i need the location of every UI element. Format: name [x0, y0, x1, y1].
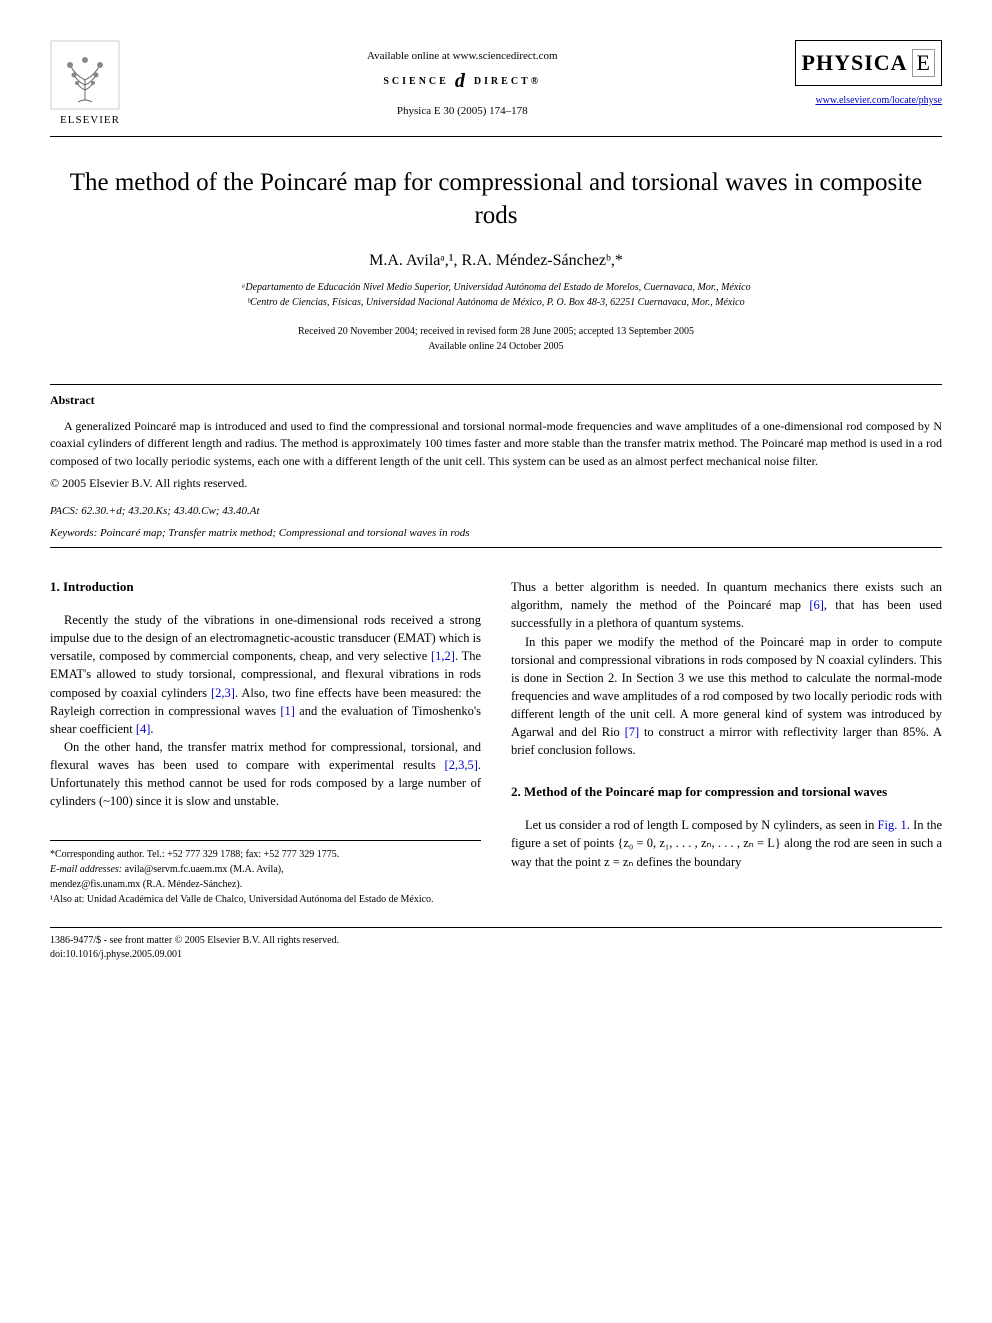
abstract-text: A generalized Poincaré map is introduced…	[50, 418, 942, 470]
copyright-text: © 2005 Elsevier B.V. All rights reserved…	[50, 476, 942, 491]
dates-received: Received 20 November 2004; received in r…	[50, 324, 942, 339]
abstract-top-divider	[50, 384, 942, 385]
email-addresses: E-mail addresses: avila@servm.fc.uaem.mx…	[50, 862, 481, 877]
elsevier-logo: ELSEVIER	[50, 40, 130, 126]
science-direct-icon: d	[455, 70, 468, 93]
ref-link-7[interactable]: [7]	[625, 725, 640, 739]
affiliation-a: ᵃDepartamento de Educación Nivel Medio S…	[50, 280, 942, 295]
section-2-paragraph-1: Let us consider a rod of length L compos…	[511, 816, 942, 870]
body-columns: 1. Introduction Recently the study of th…	[50, 578, 942, 907]
footnote-1: ¹Also at: Unidad Académica del Valle de …	[50, 892, 481, 907]
article-dates: Received 20 November 2004; received in r…	[50, 324, 942, 354]
abstract-bottom-divider	[50, 547, 942, 548]
intro-paragraph-3: In this paper we modify the method of th…	[511, 633, 942, 760]
footer-doi: doi:10.1016/j.physe.2005.09.001	[50, 948, 942, 962]
header-divider	[50, 136, 942, 137]
ref-link-1-2[interactable]: [1,2]	[431, 649, 455, 663]
ref-link-2-3[interactable]: [2,3]	[211, 686, 235, 700]
intro-paragraph-2: On the other hand, the transfer matrix m…	[50, 738, 481, 811]
section-1-heading: 1. Introduction	[50, 578, 481, 597]
physica-e-label: E	[912, 49, 935, 77]
footer-text: 1386-9477/$ - see front matter © 2005 El…	[50, 934, 942, 962]
science-label-left: SCIENCE	[383, 76, 448, 87]
elsevier-label: ELSEVIER	[50, 114, 130, 126]
email-2: mendez@fis.unam.mx (R.A. Méndez-Sánchez)…	[50, 877, 481, 892]
ref-link-1[interactable]: [1]	[280, 704, 295, 718]
pacs-codes: PACS: 62.30.+d; 43.20.Ks; 43.40.Cw; 43.4…	[50, 505, 942, 517]
physica-logo: PHYSICAE www.elsevier.com/locate/physe	[795, 40, 942, 108]
fig-link-1[interactable]: Fig. 1	[878, 818, 907, 832]
right-column: Thus a better algorithm is needed. In qu…	[511, 578, 942, 907]
ref-link-4[interactable]: [4]	[136, 722, 151, 736]
intro-continuation: Thus a better algorithm is needed. In qu…	[511, 578, 942, 632]
journal-reference: Physica E 30 (2005) 174–178	[130, 105, 795, 117]
footnotes: *Corresponding author. Tel.: +52 777 329…	[50, 840, 481, 907]
left-column: 1. Introduction Recently the study of th…	[50, 578, 481, 907]
intro-paragraph-1: Recently the study of the vibrations in …	[50, 611, 481, 738]
authors-list: M.A. Avilaᵃ,¹, R.A. Méndez-Sánchezᵇ,*	[50, 252, 942, 270]
abstract-heading: Abstract	[50, 393, 942, 408]
science-label-right: DIRECT®	[474, 76, 541, 87]
corresponding-author: *Corresponding author. Tel.: +52 777 329…	[50, 847, 481, 862]
elsevier-tree-icon	[50, 40, 120, 110]
journal-header: ELSEVIER Available online at www.science…	[50, 40, 942, 126]
physica-label: PHYSICA	[802, 50, 908, 75]
dates-online: Available online 24 October 2005	[50, 339, 942, 354]
ref-link-2-3-5[interactable]: [2,3,5]	[445, 758, 478, 772]
article-title: The method of the Poincaré map for compr…	[50, 167, 942, 232]
journal-url-link[interactable]: www.elsevier.com/locate/physe	[815, 95, 942, 106]
footer-copyright: 1386-9477/$ - see front matter © 2005 El…	[50, 934, 942, 948]
available-online-text: Available online at www.sciencedirect.co…	[130, 50, 795, 62]
keywords: Keywords: Poincaré map; Transfer matrix …	[50, 527, 942, 539]
science-direct-logo: SCIENCE d DIRECT®	[130, 70, 795, 93]
affiliation-b: ᵇCentro de Ciencias, Físicas, Universida…	[50, 295, 942, 310]
center-header: Available online at www.sciencedirect.co…	[130, 40, 795, 117]
affiliations: ᵃDepartamento de Educación Nivel Medio S…	[50, 280, 942, 310]
ref-link-6[interactable]: [6]	[809, 598, 824, 612]
physica-box: PHYSICAE	[795, 40, 942, 86]
footer-divider	[50, 927, 942, 928]
section-2-heading: 2. Method of the Poincaré map for compre…	[511, 783, 942, 802]
